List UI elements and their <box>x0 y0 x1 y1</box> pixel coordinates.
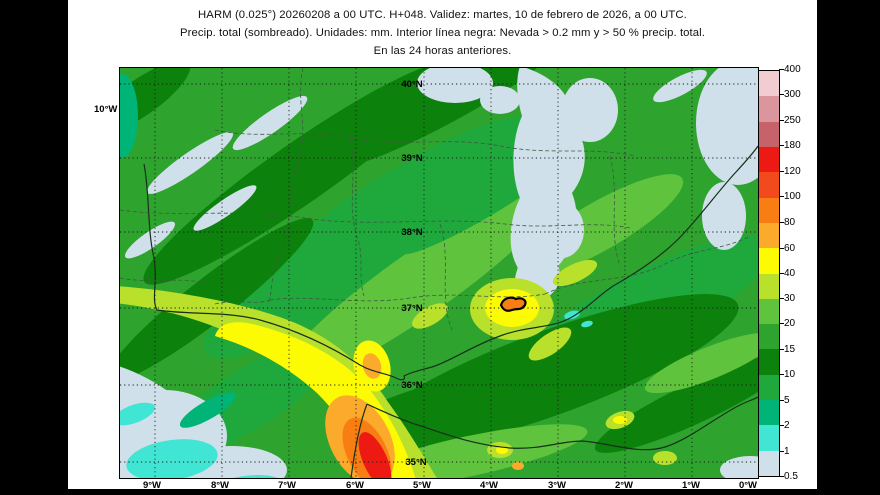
colorbar-segment <box>759 197 779 223</box>
lat-label-39n: 39°N <box>401 153 422 164</box>
map-title-line3: En las 24 horas anteriores. <box>373 45 512 57</box>
colorbar-segment <box>759 96 779 122</box>
colorbar-tick-label: 5 <box>779 395 818 407</box>
admin-boundaries <box>120 68 751 331</box>
lon-label-1w: 1°W <box>681 480 701 491</box>
colorbar-tick-label: 2 <box>779 420 818 432</box>
colorbar-tick-label: 300 <box>779 89 818 101</box>
lon-label-7w: 7°W <box>277 480 297 491</box>
lon-label-5w: 5°W <box>412 480 432 491</box>
colorbar-segment <box>759 121 779 147</box>
lon-label-2w: 2°W <box>614 480 634 491</box>
lat-labels: 40°N 39°N 38°N 37°N 36°N 35°N <box>401 79 426 468</box>
colorbar-segment <box>759 273 779 299</box>
colorbar-tick-label: 40 <box>779 268 818 280</box>
map-panel: HARM (0.025°) 20260208 a 00 UTC. H+048. … <box>68 0 818 491</box>
colorbar-tick-label: 20 <box>779 318 818 330</box>
graticule <box>120 68 758 478</box>
colorbar-segment <box>759 146 779 173</box>
colorbar-tick-label: 120 <box>779 166 818 178</box>
colorbar-tick-label: 10 <box>779 369 818 381</box>
lat-label-40n: 40°N <box>401 79 422 90</box>
map-title-line2: Precip. total (sombreado). Unidades: mm.… <box>179 27 706 39</box>
colorbar-segment <box>759 374 779 401</box>
colorbar-segment <box>759 298 779 325</box>
lon-label-10w: 10°W <box>94 104 118 115</box>
colorbar-tick-label: 400 <box>779 64 818 76</box>
map-title-line1: HARM (0.025°) 20260208 a 00 UTC. H+048. … <box>198 9 687 21</box>
lon-label-9w: 9°W <box>142 480 162 491</box>
lat-label-36n: 36°N <box>401 380 422 391</box>
coastlines <box>143 145 758 478</box>
lat-label-37n: 37°N <box>401 303 422 314</box>
colorbar-segment <box>759 349 779 375</box>
colorbar-segment <box>759 222 779 249</box>
colorbar-tick-label: 0.5 <box>779 471 818 483</box>
lon-label-0w: 0°W <box>738 480 758 491</box>
nevada-contour <box>499 296 527 312</box>
colorbar-segment <box>759 248 779 274</box>
colorbar-segment <box>759 425 779 451</box>
colorbar-tick-label: 180 <box>779 140 818 152</box>
colorbar-segment <box>759 71 779 97</box>
colorbar-tick-label: 1 <box>779 446 818 458</box>
colorbar-tick-label: 15 <box>779 344 818 356</box>
lat-label-38n: 38°N <box>401 227 422 238</box>
colorbar-segment <box>759 400 779 426</box>
colorbar-tick-label: 60 <box>779 243 818 255</box>
colorbar-segment <box>759 324 779 350</box>
lon-label-4w: 4°W <box>479 480 499 491</box>
colorbar <box>758 70 780 477</box>
colorbar-tick-label: 30 <box>779 293 818 305</box>
colorbar-tick-label: 100 <box>779 191 818 203</box>
colorbar-tick-label: 250 <box>779 115 818 127</box>
lon-label-6w: 6°W <box>345 480 365 491</box>
precip-light-regions <box>120 68 758 478</box>
colorbar-segment <box>759 172 779 198</box>
lon-label-8w: 8°W <box>210 480 230 491</box>
colorbar-segment <box>759 450 779 476</box>
lat-label-35n: 35°N <box>405 457 426 468</box>
lon-label-3w: 3°W <box>547 480 567 491</box>
colorbar-tick-label: 80 <box>779 217 818 229</box>
precipitation-map: 40°N 39°N 38°N 37°N 36°N 35°N <box>119 67 759 479</box>
